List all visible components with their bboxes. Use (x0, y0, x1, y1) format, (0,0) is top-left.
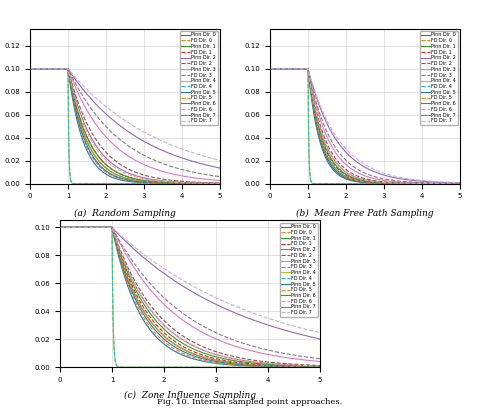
Text: Fig. 10. Internal sampled point approaches.: Fig. 10. Internal sampled point approach… (158, 398, 342, 406)
Legend: Pinn Dir. 0, FD Dir. 0, Pinn Dir. 1, FD Dir. 1, Pinn Dir. 2, FD Dir. 2, Pinn Dir: Pinn Dir. 0, FD Dir. 0, Pinn Dir. 1, FD … (280, 223, 318, 317)
Legend: Pinn Dir. 0, FD Dir. 0, Pinn Dir. 1, FD Dir. 1, Pinn Dir. 2, FD Dir. 2, Pinn Dir: Pinn Dir. 0, FD Dir. 0, Pinn Dir. 1, FD … (180, 31, 218, 125)
Legend: Pinn Dir. 0, FD Dir. 0, Pinn Dir. 1, FD Dir. 1, Pinn Dir. 2, FD Dir. 2, Pinn Dir: Pinn Dir. 0, FD Dir. 0, Pinn Dir. 1, FD … (420, 31, 458, 125)
Text: (c)  Zone Influence Sampling: (c) Zone Influence Sampling (124, 391, 256, 400)
Text: (b)  Mean Free Path Sampling: (b) Mean Free Path Sampling (296, 208, 434, 217)
Text: (a)  Random Sampling: (a) Random Sampling (74, 208, 176, 217)
